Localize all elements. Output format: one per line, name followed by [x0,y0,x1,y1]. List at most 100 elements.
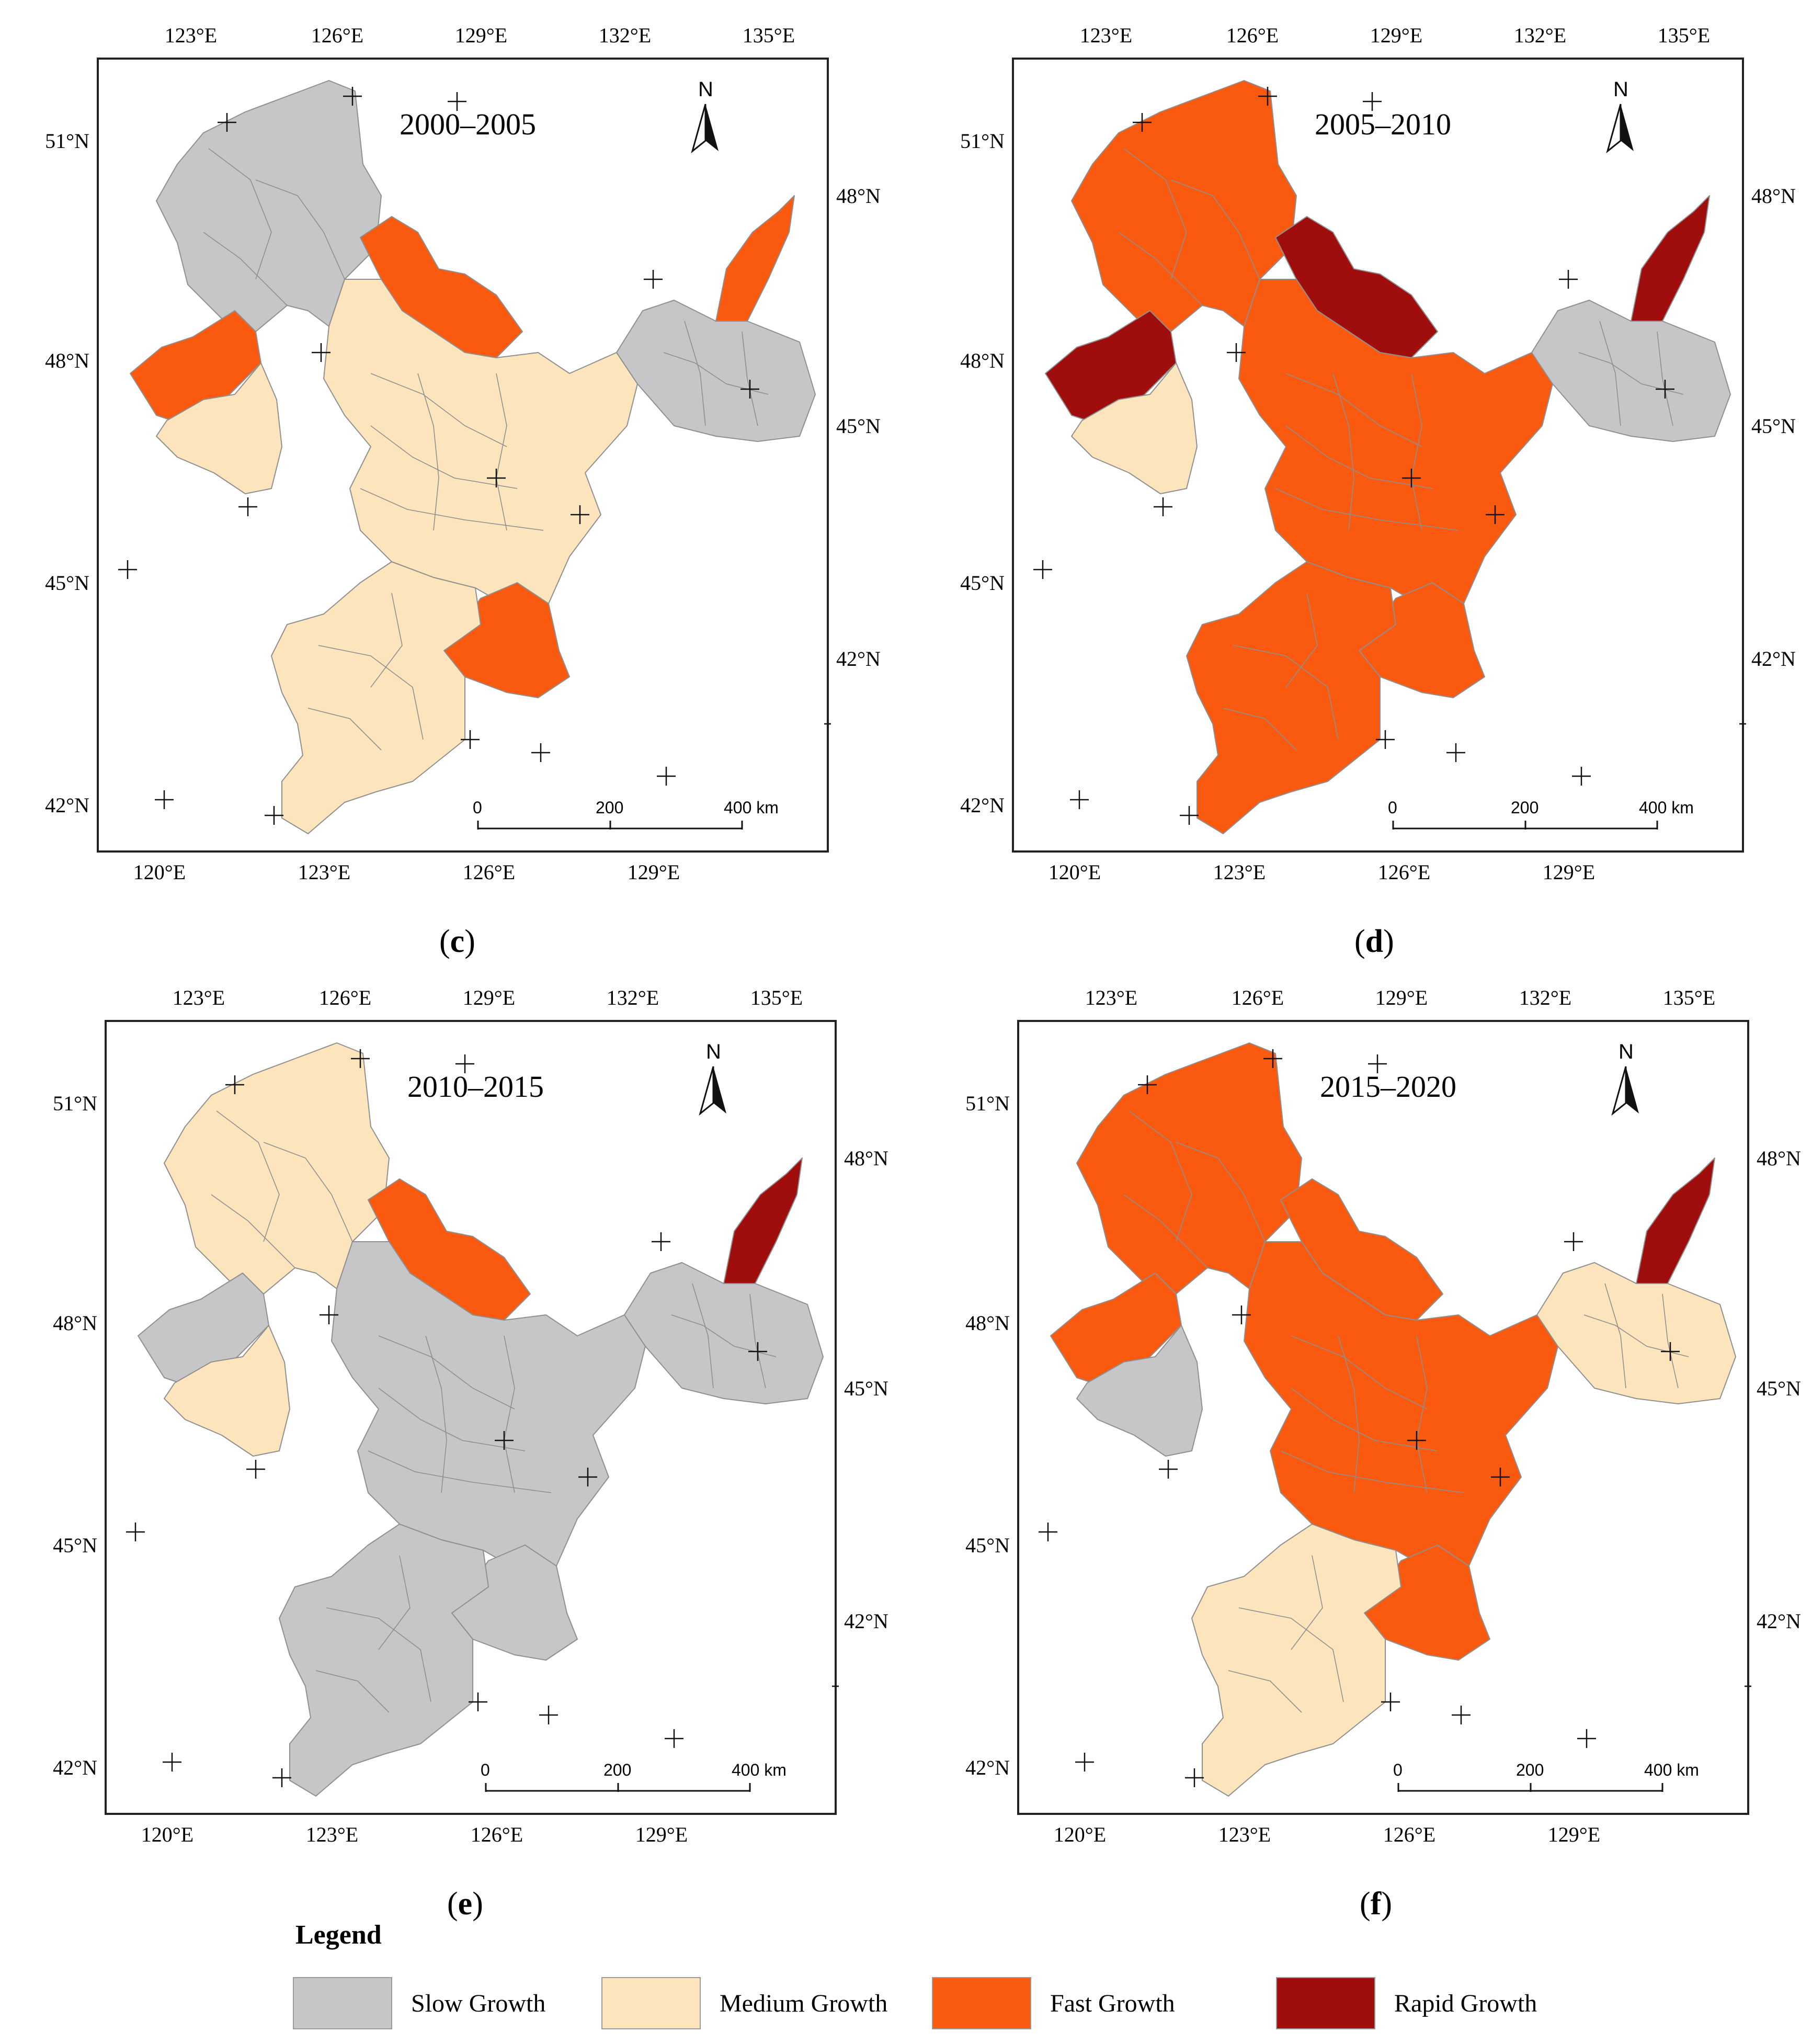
district-boundary [504,1335,515,1493]
north-label: N [1613,78,1628,101]
legend-title: Legend [295,1920,382,1950]
district-boundary [496,373,507,531]
scale-label-400: 400 km [732,1761,787,1779]
district-boundary [1285,373,1422,447]
top-axis-label: 129°E [1370,24,1423,47]
scale-bar [485,1783,751,1792]
district-boundary [1291,1335,1428,1410]
district-boundary [1604,1283,1626,1389]
graticule-cross [225,1075,244,1094]
right-axis-label: 48°N [1751,184,1796,208]
district-boundary [370,425,518,489]
scale-label-200: 200 [1511,798,1539,817]
left-axis-label: 42°N [965,1756,1010,1779]
right-axis-label: 48°N [836,184,881,208]
left-axis-label: 45°N [965,1534,1010,1557]
scale-label-400: 400 km [724,798,779,817]
right-axis-label: 42°N [836,647,881,671]
graticule-cross [312,343,331,362]
region-northeast-tip [1636,1157,1715,1284]
top-axis-label: 129°E [462,986,516,1009]
graticule-cross [487,469,506,487]
bottom-axis-label: 123°E [1218,1823,1271,1846]
graticule-cross [1446,743,1465,762]
graticule-cross [1033,560,1052,579]
region-northeast-tip [723,1157,803,1284]
region-southwest [156,362,282,494]
district-boundary [360,488,544,531]
left-axis-label: 51°N [965,1092,1010,1115]
top-axis-label: 135°E [1662,986,1716,1009]
graticule-cross [163,1753,181,1772]
district-boundary [692,1283,714,1389]
top-axis-label: 123°E [164,24,218,47]
graticule-cross [265,806,283,825]
right-axis-label: 45°N [1757,1377,1801,1400]
district-boundary [315,1670,390,1713]
left-axis-label: 42°N [45,793,89,817]
district-boundary [1228,1670,1302,1713]
bottom-axis-label: 120°E [1053,1823,1107,1846]
north-label: N [706,1040,721,1063]
district-boundary [1233,645,1339,740]
top-axis-label: 123°E [1079,24,1133,47]
district-boundary [203,232,288,306]
legend-swatch-slow [293,1977,392,2029]
left-axis-label: 42°N [53,1756,97,1779]
right-axis-label: 45°N [844,1377,888,1400]
graticule-cross [1070,790,1089,809]
district-boundary [1285,425,1433,489]
region-northeast-tip [715,195,795,322]
right-axis-label: 48°N [844,1146,888,1170]
graticule-cross [1452,1706,1471,1724]
graticule-cross [1185,1768,1204,1787]
bottom-axis-label: 120°E [1048,860,1101,884]
scale-bar [1392,821,1658,830]
map-frame: 2015–2020 N 0 200 400 km [1017,1020,1751,1815]
graticule-cross [1564,1232,1583,1251]
district-boundary [425,1335,447,1493]
north-arrow-icon [699,1066,726,1116]
panel-caption: (f) [1360,1886,1392,1922]
left-axis-label: 48°N [45,349,89,372]
choropleth-map [1039,1042,1751,1797]
legend-item-rapid: Rapid Growth [1276,1977,1537,2029]
top-axis-label: 126°E [311,24,364,47]
district-boundary [1123,148,1187,280]
north-arrow-icon [691,104,719,154]
district-boundary [1411,373,1422,531]
graticule-cross [351,1049,370,1068]
region-southwest [1071,362,1198,494]
graticule-cross [578,1468,597,1486]
scale-label-200: 200 [596,798,624,817]
bottom-axis-label: 120°E [133,860,186,884]
district-boundary [211,1194,295,1268]
district-boundary [1238,1607,1344,1702]
right-axis-label: 42°N [844,1609,888,1633]
legend-swatch-fast [932,1977,1031,2029]
north-label: N [698,78,713,101]
panel-caption: (c) [439,924,475,959]
graticule-cross [571,505,589,524]
top-axis-label: 135°E [750,986,803,1009]
graticule-cross [824,723,831,725]
panel-caption: (e) [447,1886,483,1922]
graticule-cross [448,92,466,111]
legend-swatch-rapid [1276,1977,1375,2029]
district-boundary [1170,179,1260,280]
graticule-cross [1407,1431,1426,1450]
north-label: N [1619,1040,1634,1063]
graticule-cross [1258,87,1277,106]
graticule-cross [1180,806,1199,825]
scale-label-400: 400 km [1639,798,1694,817]
map-period-title: 2005–2010 [1315,107,1451,141]
bottom-axis-label: 126°E [462,860,516,884]
district-boundary [263,1142,353,1242]
graticule-cross [246,1460,265,1479]
top-axis-label: 132°E [606,986,659,1009]
scale-bar [477,821,743,830]
bottom-axis-label: 129°E [635,1823,688,1846]
district-boundary [216,1110,280,1242]
region-south [1186,561,1396,834]
district-boundary [318,645,424,740]
